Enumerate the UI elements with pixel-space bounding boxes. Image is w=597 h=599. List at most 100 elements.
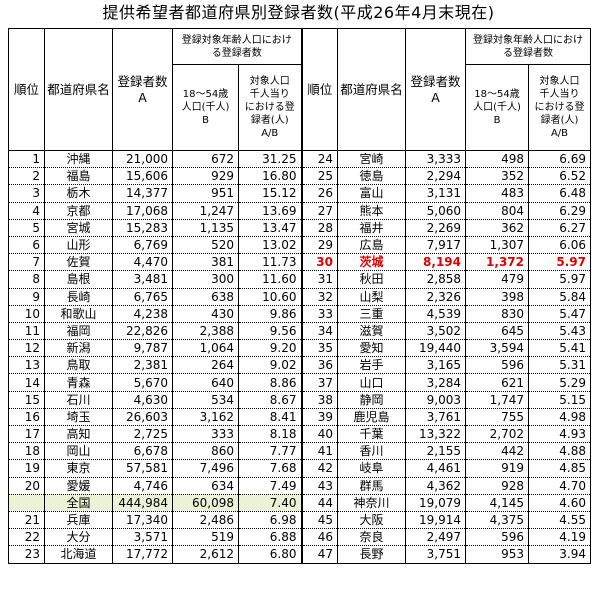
table-row: 3 栃木 14,377 951 15.12 26 富山 3,131 483 6.48	[8, 184, 591, 203]
header-count-right: 登録者数 A	[405, 28, 466, 151]
right-ratio-cell: 6.52	[528, 167, 591, 186]
left-count-cell: 4,470	[112, 253, 173, 272]
left-ratio-cell: 16.80	[238, 167, 303, 186]
right-ratio-cell: 3.94	[528, 545, 591, 564]
left-pop-cell: 951	[172, 184, 239, 203]
left-ratio-cell: 13.47	[238, 218, 303, 237]
table-row: 2 福島 15,606 929 16.80 25 徳島 2,294 352 6.52	[8, 167, 591, 186]
table-row: 10 和歌山 4,238 430 9.86 33 三重 4,539 830 5.47	[8, 304, 591, 323]
left-pref-cell: 佐賀	[44, 253, 113, 272]
right-pop-cell: 804	[465, 201, 529, 220]
right-rank-cell: 43	[301, 476, 338, 495]
right-count-cell: 3,761	[405, 407, 466, 427]
right-count-cell: 2,497	[405, 528, 466, 547]
right-rank-cell: 42	[301, 459, 338, 478]
left-ratio-cell: 7.68	[238, 459, 303, 478]
right-ratio-cell: 6.69	[528, 149, 591, 169]
left-count-cell: 3,481	[112, 270, 173, 289]
left-count-cell: 6,765	[112, 287, 173, 306]
left-pref-cell: 福岡	[44, 321, 113, 341]
right-ratio-cell: 5.84	[528, 287, 591, 306]
right-pref-cell: 群馬	[337, 476, 406, 495]
right-ratio-cell: 5.97	[528, 253, 591, 272]
left-count-cell: 444,984	[112, 493, 173, 512]
right-ratio-cell: 5.41	[528, 339, 591, 358]
left-pref-cell: 山形	[44, 235, 113, 255]
left-ratio-cell: 9.56	[238, 321, 303, 341]
right-ratio-cell: 4.70	[528, 476, 591, 495]
right-pref-cell: 宮崎	[337, 149, 406, 169]
left-pop-cell: 264	[172, 356, 239, 375]
left-rank-cell: 2	[8, 167, 45, 186]
right-count-cell: 2,326	[405, 287, 466, 306]
left-rank-cell: 18	[8, 442, 45, 461]
right-pref-cell: 山口	[337, 373, 406, 392]
table-row: 9 長崎 6,765 638 10.60 32 山梨 2,326 398 5.84	[8, 287, 591, 306]
right-ratio-cell: 4.85	[528, 459, 591, 478]
right-count-cell: 19,914	[405, 510, 466, 530]
left-ratio-cell: 15.12	[238, 184, 303, 203]
table-row: 11 福岡 22,826 2,388 9.56 34 滋賀 3,502 645 5.43	[8, 321, 591, 341]
left-pref-cell: 高知	[44, 424, 113, 444]
right-pref-cell: 福井	[337, 218, 406, 237]
right-count-cell: 8,194	[405, 253, 466, 272]
right-pop-cell: 1,372	[465, 253, 529, 272]
left-ratio-cell: 6.80	[238, 545, 303, 564]
left-pref-cell: 大分	[44, 528, 113, 547]
left-rank-cell: 16	[8, 407, 45, 427]
right-pref-cell: 静岡	[337, 390, 406, 409]
left-rank-cell: 13	[8, 356, 45, 375]
right-pop-cell: 2,702	[465, 424, 529, 444]
left-rank-cell: 5	[8, 218, 45, 237]
table-row: 20 愛媛 4,746 634 7.49 43 群馬 4,362 928 4.70	[8, 476, 591, 495]
left-count-cell: 17,772	[112, 545, 173, 564]
left-ratio-cell: 31.25	[238, 149, 303, 169]
right-ratio-cell: 4.19	[528, 528, 591, 547]
right-ratio-cell: 4.98	[528, 407, 591, 427]
right-ratio-cell: 4.60	[528, 493, 591, 512]
left-count-cell: 22,826	[112, 321, 173, 341]
left-pop-cell: 519	[172, 528, 239, 547]
right-pref-cell: 愛知	[337, 339, 406, 358]
page-title: 提供希望者都道府県別登録者数(平成26年4月末現在)	[102, 3, 495, 22]
right-pop-cell: 3,594	[465, 339, 529, 358]
right-ratio-cell: 4.55	[528, 510, 591, 530]
right-pop-cell: 928	[465, 476, 529, 495]
left-pop-cell: 2,486	[172, 510, 239, 530]
left-pref-cell: 青森	[44, 373, 113, 392]
left-count-cell: 9,787	[112, 339, 173, 358]
right-count-cell: 3,333	[405, 149, 466, 169]
left-rank-cell: 22	[8, 528, 45, 547]
right-rank-cell: 44	[301, 493, 338, 512]
left-ratio-cell: 8.18	[238, 424, 303, 444]
left-ratio-cell: 9.20	[238, 339, 303, 358]
left-count-cell: 15,283	[112, 218, 173, 237]
left-rank-cell: 11	[8, 321, 45, 341]
left-rank-cell: 8	[8, 270, 45, 289]
right-rank-cell: 30	[301, 253, 338, 272]
right-pop-cell: 919	[465, 459, 529, 478]
left-ratio-cell: 8.67	[238, 390, 303, 409]
left-pref-cell: 兵庫	[44, 510, 113, 530]
left-count-cell: 3,571	[112, 528, 173, 547]
right-rank-cell: 34	[301, 321, 338, 341]
header-rank-left: 順位	[8, 28, 45, 151]
left-pop-cell: 1,064	[172, 339, 239, 358]
left-count-cell: 2,725	[112, 424, 173, 444]
right-pop-cell: 755	[465, 407, 529, 427]
table-row: 19 東京 57,581 7,496 7.68 42 岐阜 4,461 919 4.85	[8, 459, 591, 478]
table-row: 1 沖縄 21,000 672 31.25 24 宮崎 3,333 498 6.69	[8, 149, 591, 169]
right-count-cell: 4,362	[405, 476, 466, 495]
right-pref-cell: 神奈川	[337, 493, 406, 512]
left-pop-cell: 7,496	[172, 459, 239, 478]
header-count-left: 登録者数 A	[112, 28, 173, 151]
left-pop-cell: 333	[172, 424, 239, 444]
left-count-cell: 57,581	[112, 459, 173, 478]
right-count-cell: 3,502	[405, 321, 466, 341]
left-rank-cell: 23	[8, 545, 45, 564]
left-pref-cell: 福島	[44, 167, 113, 186]
left-count-cell: 4,238	[112, 304, 173, 323]
left-pop-cell: 638	[172, 287, 239, 306]
left-rank-cell	[8, 493, 45, 512]
left-pref-cell: 和歌山	[44, 304, 113, 323]
